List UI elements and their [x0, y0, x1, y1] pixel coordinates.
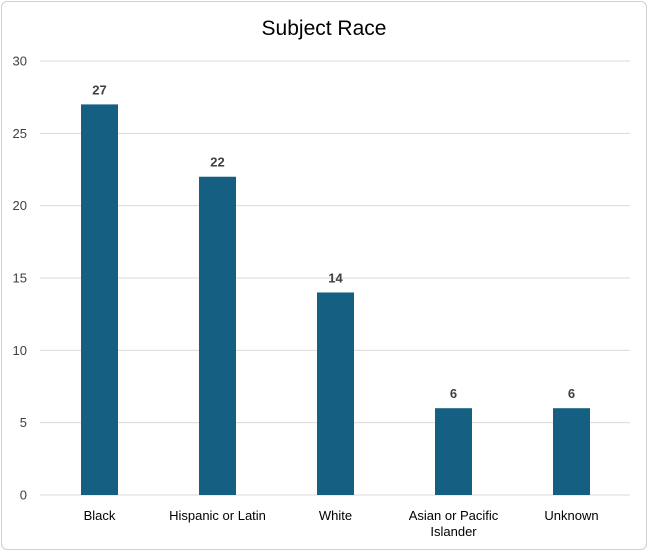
y-tick-label: 30 — [13, 54, 27, 69]
data-label: 14 — [328, 270, 343, 285]
data-label: 22 — [210, 155, 224, 170]
data-labels: 27 22 14 6 6 — [92, 82, 575, 401]
x-category-label: White — [319, 508, 352, 523]
x-category-label: Hispanic or Latin — [169, 508, 266, 523]
x-category-label: Asian or Pacific — [409, 508, 499, 523]
y-tick-label: 5 — [20, 415, 27, 430]
x-axis-categories: Black Hispanic or Latin White Asian or Paci… — [84, 508, 599, 539]
gridlines — [40, 60, 630, 496]
x-category-label: Islander — [430, 524, 477, 539]
data-label: 6 — [450, 386, 457, 401]
bar — [435, 408, 472, 495]
y-tick-label: 20 — [13, 198, 27, 213]
bar — [199, 176, 236, 495]
y-tick-label: 0 — [20, 488, 27, 503]
bar — [81, 104, 118, 496]
y-axis-ticks: 0 5 10 15 20 25 30 — [13, 54, 27, 503]
chart-title: Subject Race — [262, 17, 387, 40]
data-label: 6 — [568, 386, 575, 401]
x-category-label: Black — [84, 508, 116, 523]
bar — [553, 408, 590, 495]
bar — [317, 292, 354, 495]
x-category-label: Unknown — [544, 508, 598, 523]
y-tick-label: 10 — [13, 343, 27, 358]
data-label: 27 — [92, 82, 106, 97]
y-tick-label: 25 — [13, 126, 27, 141]
y-tick-label: 15 — [13, 271, 27, 286]
bars — [81, 104, 590, 496]
